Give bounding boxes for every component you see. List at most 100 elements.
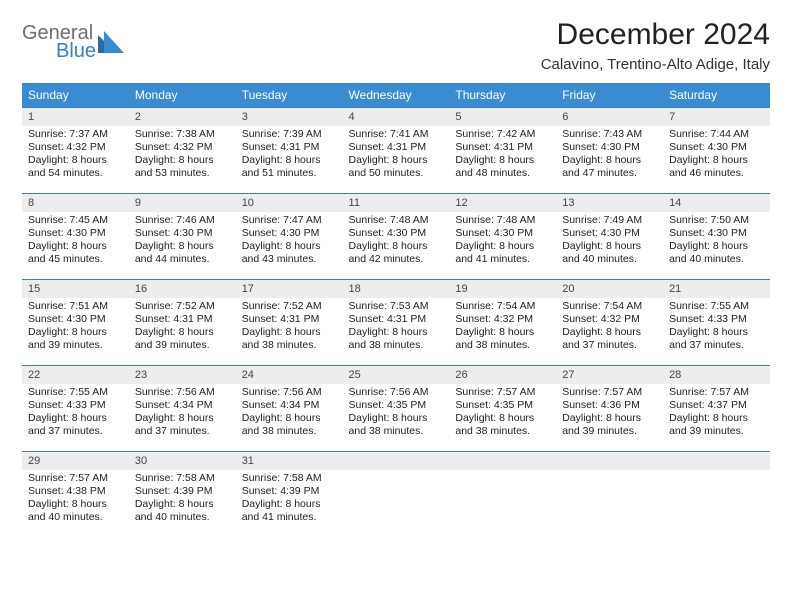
sunrise-text: Sunrise: 7:51 AM [28,300,123,313]
day-number: 1 [22,108,129,126]
sunset-text: Sunset: 4:34 PM [242,399,337,412]
sunrise-text: Sunrise: 7:54 AM [562,300,657,313]
calendar-day-cell [449,452,556,538]
daylight-text: Daylight: 8 hours [669,412,764,425]
sunrise-text: Sunrise: 7:56 AM [242,386,337,399]
day-details: Sunrise: 7:39 AMSunset: 4:31 PMDaylight:… [236,126,343,185]
sunset-text: Sunset: 4:39 PM [135,485,230,498]
day-details: Sunrise: 7:46 AMSunset: 4:30 PMDaylight:… [129,212,236,271]
sunrise-text: Sunrise: 7:52 AM [135,300,230,313]
daylight-text: Daylight: 8 hours [669,326,764,339]
daylight-text: Daylight: 8 hours [455,412,550,425]
weekday-header: Tuesday [236,83,343,108]
day-details: Sunrise: 7:58 AMSunset: 4:39 PMDaylight:… [236,470,343,529]
sunrise-text: Sunrise: 7:44 AM [669,128,764,141]
calendar-week-row: 29Sunrise: 7:57 AMSunset: 4:38 PMDayligh… [22,452,770,538]
calendar-day-cell: 12Sunrise: 7:48 AMSunset: 4:30 PMDayligh… [449,194,556,280]
day-details: Sunrise: 7:48 AMSunset: 4:30 PMDaylight:… [343,212,450,271]
day-number: 10 [236,194,343,212]
calendar-week-row: 22Sunrise: 7:55 AMSunset: 4:33 PMDayligh… [22,366,770,452]
calendar-day-cell: 19Sunrise: 7:54 AMSunset: 4:32 PMDayligh… [449,280,556,366]
calendar-day-cell: 7Sunrise: 7:44 AMSunset: 4:30 PMDaylight… [663,108,770,194]
day-details: Sunrise: 7:44 AMSunset: 4:30 PMDaylight:… [663,126,770,185]
sunrise-text: Sunrise: 7:58 AM [135,472,230,485]
daylight-text-2: and 37 minutes. [135,425,230,438]
daylight-text-2: and 39 minutes. [28,339,123,352]
calendar-day-cell: 20Sunrise: 7:54 AMSunset: 4:32 PMDayligh… [556,280,663,366]
daylight-text-2: and 40 minutes. [28,511,123,524]
daylight-text-2: and 48 minutes. [455,167,550,180]
daylight-text: Daylight: 8 hours [135,326,230,339]
sunset-text: Sunset: 4:30 PM [562,141,657,154]
daylight-text-2: and 38 minutes. [242,425,337,438]
daylight-text: Daylight: 8 hours [135,154,230,167]
sunrise-text: Sunrise: 7:45 AM [28,214,123,227]
calendar-body: 1Sunrise: 7:37 AMSunset: 4:32 PMDaylight… [22,108,770,538]
sunset-text: Sunset: 4:31 PM [242,141,337,154]
calendar-day-cell: 29Sunrise: 7:57 AMSunset: 4:38 PMDayligh… [22,452,129,538]
day-number: 18 [343,280,450,298]
weekday-header: Sunday [22,83,129,108]
sunset-text: Sunset: 4:30 PM [135,227,230,240]
calendar-day-cell: 18Sunrise: 7:53 AMSunset: 4:31 PMDayligh… [343,280,450,366]
daylight-text-2: and 38 minutes. [349,339,444,352]
calendar-day-cell: 2Sunrise: 7:38 AMSunset: 4:32 PMDaylight… [129,108,236,194]
calendar-day-cell: 30Sunrise: 7:58 AMSunset: 4:39 PMDayligh… [129,452,236,538]
day-number: 31 [236,452,343,470]
day-details: Sunrise: 7:37 AMSunset: 4:32 PMDaylight:… [22,126,129,185]
page-title: December 2024 [541,18,770,52]
day-details: Sunrise: 7:52 AMSunset: 4:31 PMDaylight:… [129,298,236,357]
day-details: Sunrise: 7:58 AMSunset: 4:39 PMDaylight:… [129,470,236,529]
daylight-text-2: and 44 minutes. [135,253,230,266]
daylight-text-2: and 46 minutes. [669,167,764,180]
calendar-day-cell: 22Sunrise: 7:55 AMSunset: 4:33 PMDayligh… [22,366,129,452]
header-row: General Blue December 2024 Calavino, Tre… [22,18,770,79]
calendar-day-cell: 3Sunrise: 7:39 AMSunset: 4:31 PMDaylight… [236,108,343,194]
sunrise-text: Sunrise: 7:47 AM [242,214,337,227]
daylight-text-2: and 39 minutes. [669,425,764,438]
location-subtitle: Calavino, Trentino-Alto Adige, Italy [541,56,770,73]
day-number: 20 [556,280,663,298]
sunrise-text: Sunrise: 7:57 AM [28,472,123,485]
day-number [556,452,663,470]
calendar-day-cell: 15Sunrise: 7:51 AMSunset: 4:30 PMDayligh… [22,280,129,366]
sunset-text: Sunset: 4:31 PM [455,141,550,154]
daylight-text-2: and 45 minutes. [28,253,123,266]
calendar-header: SundayMondayTuesdayWednesdayThursdayFrid… [22,83,770,108]
sunset-text: Sunset: 4:30 PM [669,227,764,240]
day-number: 21 [663,280,770,298]
daylight-text: Daylight: 8 hours [669,240,764,253]
daylight-text-2: and 40 minutes. [669,253,764,266]
day-details: Sunrise: 7:52 AMSunset: 4:31 PMDaylight:… [236,298,343,357]
weekday-header: Thursday [449,83,556,108]
logo-text: General Blue [22,24,96,61]
day-number: 24 [236,366,343,384]
day-number: 14 [663,194,770,212]
day-details: Sunrise: 7:57 AMSunset: 4:35 PMDaylight:… [449,384,556,443]
day-details: Sunrise: 7:56 AMSunset: 4:34 PMDaylight:… [236,384,343,443]
day-number: 13 [556,194,663,212]
daylight-text: Daylight: 8 hours [135,498,230,511]
day-details: Sunrise: 7:51 AMSunset: 4:30 PMDaylight:… [22,298,129,357]
calendar-day-cell: 21Sunrise: 7:55 AMSunset: 4:33 PMDayligh… [663,280,770,366]
sunrise-text: Sunrise: 7:39 AM [242,128,337,141]
sunrise-text: Sunrise: 7:58 AM [242,472,337,485]
calendar-day-cell: 24Sunrise: 7:56 AMSunset: 4:34 PMDayligh… [236,366,343,452]
day-number: 27 [556,366,663,384]
weekday-header: Wednesday [343,83,450,108]
calendar-page: General Blue December 2024 Calavino, Tre… [0,0,792,612]
title-block: December 2024 Calavino, Trentino-Alto Ad… [541,18,770,79]
day-number: 11 [343,194,450,212]
day-details: Sunrise: 7:45 AMSunset: 4:30 PMDaylight:… [22,212,129,271]
sunrise-text: Sunrise: 7:43 AM [562,128,657,141]
daylight-text-2: and 40 minutes. [135,511,230,524]
calendar-day-cell: 6Sunrise: 7:43 AMSunset: 4:30 PMDaylight… [556,108,663,194]
sunset-text: Sunset: 4:33 PM [669,313,764,326]
daylight-text: Daylight: 8 hours [135,412,230,425]
calendar-table: SundayMondayTuesdayWednesdayThursdayFrid… [22,83,770,538]
day-details: Sunrise: 7:48 AMSunset: 4:30 PMDaylight:… [449,212,556,271]
calendar-day-cell: 11Sunrise: 7:48 AMSunset: 4:30 PMDayligh… [343,194,450,280]
day-number: 5 [449,108,556,126]
day-number: 4 [343,108,450,126]
sunset-text: Sunset: 4:35 PM [349,399,444,412]
